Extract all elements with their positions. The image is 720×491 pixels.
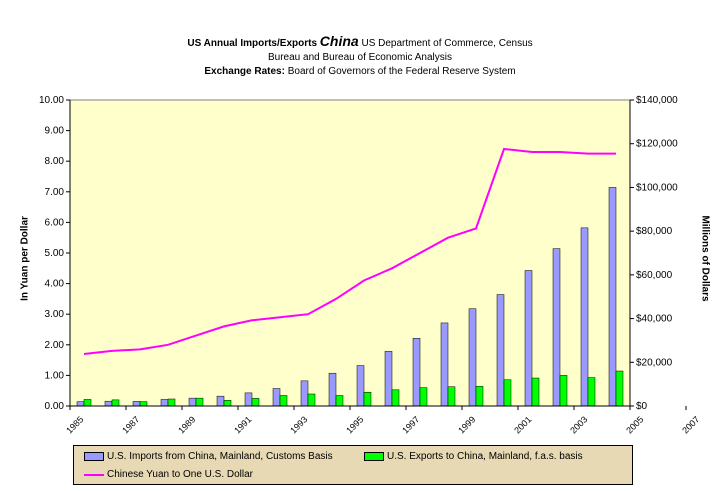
bar-imports-2002 bbox=[552, 248, 561, 407]
x-tick-label: 2005 bbox=[624, 414, 645, 435]
legend-swatch-yuan bbox=[84, 473, 104, 476]
bar-imports-1994 bbox=[328, 372, 337, 407]
bar-exports-1997 bbox=[419, 387, 428, 407]
title-source-line2: Bureau and Bureau of Economic Analysis bbox=[268, 52, 452, 63]
title-source: US Department of Commerce, Census bbox=[361, 38, 533, 49]
y-tick-right-label: $60,000 bbox=[636, 270, 673, 281]
bar-imports-1995 bbox=[356, 365, 365, 407]
bar-imports-1993 bbox=[300, 380, 309, 407]
bar-exports-1994 bbox=[335, 395, 344, 407]
bar-imports-1988 bbox=[160, 399, 169, 407]
x-tick-label: 1999 bbox=[456, 414, 477, 435]
bar-imports-2004 bbox=[608, 187, 617, 407]
bar-exports-2003 bbox=[587, 377, 596, 407]
y-tick-right-label: $100,000 bbox=[636, 182, 678, 193]
bar-imports-1991 bbox=[244, 392, 253, 407]
legend-item-exports: U.S. Exports to China, Mainland, f.a.s. … bbox=[364, 451, 583, 462]
y-tick-left-label: 2.00 bbox=[45, 340, 65, 351]
title-exchange-label: Exchange Rates: bbox=[204, 66, 285, 77]
y-tick-right-label: $0 bbox=[636, 401, 648, 412]
bar-imports-2001 bbox=[524, 270, 533, 407]
bar-imports-1996 bbox=[384, 351, 393, 407]
bar-exports-1987 bbox=[139, 401, 148, 407]
bar-exports-2001 bbox=[531, 377, 540, 407]
bar-imports-1992 bbox=[272, 388, 281, 407]
bar-imports-1990 bbox=[216, 395, 225, 407]
bar-imports-1987 bbox=[132, 401, 141, 407]
y-tick-right-label: $40,000 bbox=[636, 314, 673, 325]
y-tick-right-label: $80,000 bbox=[636, 226, 673, 237]
legend-label-yuan: Chinese Yuan to One U.S. Dollar bbox=[107, 469, 254, 480]
bar-imports-1997 bbox=[412, 337, 421, 407]
bar-imports-1999 bbox=[468, 308, 477, 407]
bar-exports-1993 bbox=[307, 393, 316, 407]
plot-area bbox=[69, 99, 631, 407]
y-tick-left-label: 0.00 bbox=[45, 401, 65, 412]
x-tick-label: 1997 bbox=[400, 414, 421, 435]
bar-exports-1992 bbox=[279, 395, 288, 407]
y-tick-right-label: $120,000 bbox=[636, 139, 678, 150]
bar-exports-1990 bbox=[223, 400, 232, 407]
title-exchange-source: Board of Governors of the Federal Reserv… bbox=[287, 66, 516, 77]
x-tick-label: 1995 bbox=[344, 414, 365, 435]
legend-item-yuan: Chinese Yuan to One U.S. Dollar bbox=[84, 469, 253, 480]
bar-imports-1998 bbox=[440, 322, 449, 407]
x-tick-label: 1985 bbox=[64, 414, 85, 435]
legend: U.S. Imports from China, Mainland, Custo… bbox=[73, 445, 633, 485]
y-tick-left-label: 3.00 bbox=[45, 309, 65, 320]
x-tick-label: 2007 bbox=[680, 414, 701, 435]
y-tick-left-label: 5.00 bbox=[45, 248, 65, 259]
y-tick-right-label: $20,000 bbox=[636, 357, 673, 368]
y-tick-left-label: 9.00 bbox=[45, 126, 65, 137]
legend-swatch-imports bbox=[84, 452, 104, 461]
bar-exports-1998 bbox=[447, 386, 456, 407]
bar-imports-1986 bbox=[104, 400, 113, 407]
x-tick-label: 2001 bbox=[512, 414, 533, 435]
legend-label-exports: U.S. Exports to China, Mainland, f.a.s. … bbox=[387, 451, 583, 462]
y-tick-left-label: 6.00 bbox=[45, 217, 65, 228]
x-tick-label: 1989 bbox=[176, 414, 197, 435]
bar-exports-1985 bbox=[83, 399, 92, 407]
y-axis-right-label: Millions of Dollars bbox=[699, 215, 711, 302]
bar-imports-2000 bbox=[496, 294, 505, 407]
y-tick-right-label: $140,000 bbox=[636, 95, 678, 106]
series-line-yuan bbox=[83, 147, 616, 355]
bar-exports-2004 bbox=[615, 370, 624, 407]
y-axis-left-label: In Yuan per Dollar bbox=[19, 216, 31, 301]
bar-exports-1999 bbox=[475, 386, 484, 407]
bar-exports-1995 bbox=[363, 391, 372, 407]
x-tick-label: 1991 bbox=[232, 414, 253, 435]
y-tick-left-label: 4.00 bbox=[45, 279, 65, 290]
y-tick-left-label: 10.00 bbox=[39, 95, 64, 106]
bar-exports-2000 bbox=[503, 379, 512, 407]
y-tick-left-label: 7.00 bbox=[45, 187, 65, 198]
bar-exports-1996 bbox=[391, 389, 400, 407]
x-tick-label: 2003 bbox=[568, 414, 589, 435]
y-tick-left-label: 8.00 bbox=[45, 156, 65, 167]
bar-exports-1986 bbox=[111, 399, 120, 407]
legend-item-imports: U.S. Imports from China, Mainland, Custo… bbox=[84, 451, 333, 462]
bar-imports-2003 bbox=[580, 227, 589, 407]
legend-swatch-exports bbox=[364, 452, 384, 461]
legend-label-imports: U.S. Imports from China, Mainland, Custo… bbox=[107, 451, 333, 462]
x-tick-label: 1987 bbox=[120, 414, 141, 435]
bar-exports-1989 bbox=[195, 397, 204, 407]
bar-exports-2002 bbox=[559, 375, 568, 407]
bar-imports-1989 bbox=[188, 397, 197, 407]
bar-imports-1985 bbox=[76, 401, 85, 407]
title-country: China bbox=[319, 33, 359, 49]
chart-title: US Annual Imports/Exports China US Depar… bbox=[0, 34, 720, 79]
bar-exports-1988 bbox=[167, 398, 176, 407]
x-tick-label: 1993 bbox=[288, 414, 309, 435]
title-main: US Annual Imports/Exports bbox=[187, 38, 318, 49]
bar-exports-1991 bbox=[251, 398, 260, 407]
y-tick-left-label: 1.00 bbox=[45, 370, 65, 381]
